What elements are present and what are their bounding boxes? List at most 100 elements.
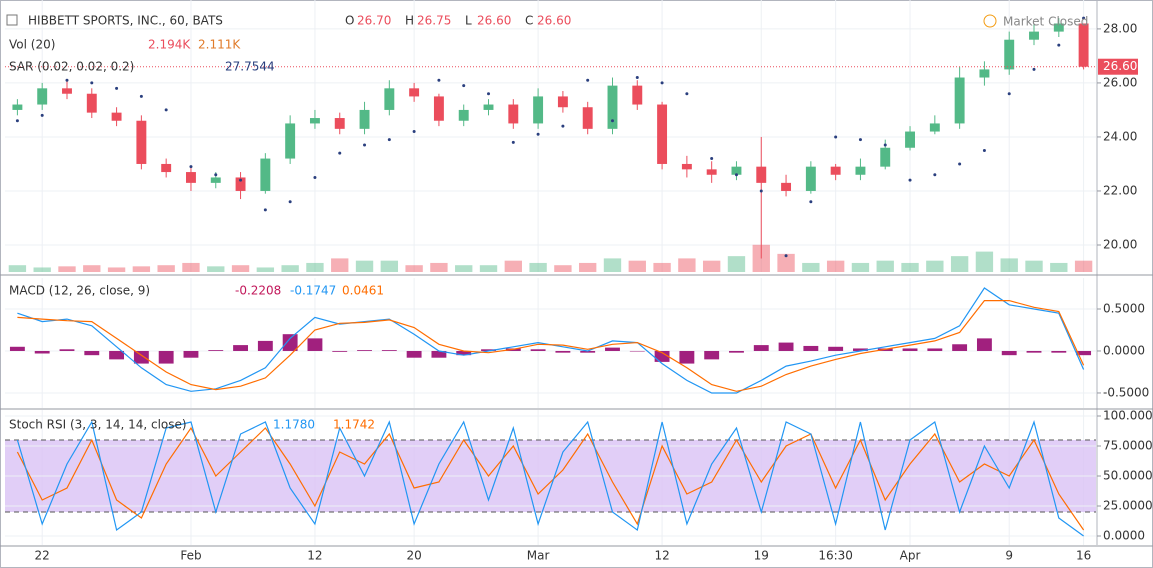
y-tick-label: 20.00	[1103, 237, 1137, 251]
x-tick-label: 12	[307, 549, 322, 563]
volume-bar	[628, 260, 646, 272]
volume-bar	[83, 265, 101, 272]
line-series	[16, 420, 1084, 537]
candle-body	[186, 172, 196, 183]
indicator-title: Stoch RSI (3, 3, 14, 14, close)	[9, 418, 187, 432]
x-tick-label: 22	[35, 549, 50, 563]
ohlc-name: O	[345, 14, 354, 28]
x-tick-label: 19	[754, 549, 769, 563]
histogram-bar	[605, 347, 620, 351]
histogram-bar	[34, 350, 50, 354]
sar-dot	[462, 84, 466, 88]
histogram-bar	[828, 346, 844, 351]
volume-title: Vol (20)	[9, 38, 55, 52]
sar-dot	[1032, 67, 1036, 71]
x-tick-label: 16	[1076, 549, 1091, 563]
volume-bar	[554, 265, 572, 272]
x-tick-label: Apr	[900, 549, 921, 563]
sar-dot	[40, 113, 44, 117]
y-tick-label: 28.00	[1103, 21, 1137, 35]
y-tick-label: 100.0000	[1103, 409, 1153, 423]
candle-body	[1053, 23, 1064, 32]
ohlc-value: 26.60	[537, 14, 571, 28]
sar-value: 27.7544	[225, 60, 275, 74]
candle-body	[309, 118, 320, 124]
histogram-bar	[233, 345, 248, 351]
y-tick-label: 0.5000	[1103, 301, 1145, 315]
volume-bar	[455, 265, 473, 272]
candle-body	[260, 158, 271, 191]
sar-dot	[1082, 16, 1086, 20]
sar-dot	[387, 138, 391, 142]
chart-title: HIBBETT SPORTS, INC., 60, BATS	[28, 14, 223, 28]
sar-dot	[437, 78, 441, 82]
y-tick-label: 22.00	[1103, 183, 1137, 197]
sar-dot	[933, 173, 937, 177]
y-tick-label: 25.0000	[1103, 499, 1153, 513]
indicator-value: 1.1780	[273, 418, 315, 432]
histogram-bar	[133, 350, 149, 364]
candle-body	[483, 104, 494, 110]
candle-body	[458, 109, 469, 121]
sar-dot	[883, 143, 887, 147]
histogram-bar	[753, 345, 769, 351]
volume-bar	[579, 262, 597, 272]
sar-dot	[164, 108, 168, 112]
histogram-bar	[1076, 350, 1092, 356]
volume-bar	[901, 262, 919, 272]
candle-body	[111, 112, 122, 121]
sar-dot	[263, 208, 267, 212]
volume-bar	[926, 260, 944, 272]
sar-dot	[1057, 43, 1061, 47]
candle-body	[136, 120, 147, 164]
volume-bar	[207, 266, 225, 272]
volume-bar	[678, 258, 696, 272]
sar-dot	[65, 78, 69, 82]
histogram-bar	[629, 350, 645, 352]
y-tick-label: 50.0000	[1103, 469, 1153, 483]
sar-dot	[660, 81, 664, 85]
ohlc-value: 26.70	[357, 14, 391, 28]
volume-value: 2.194K	[148, 38, 191, 52]
sar-dot	[858, 138, 862, 142]
histogram-bar	[952, 344, 968, 351]
sar-dot	[313, 175, 317, 179]
volume-bar	[380, 260, 399, 272]
volume-bar	[107, 267, 126, 272]
volume-bar	[702, 260, 721, 272]
histogram-bar	[481, 349, 496, 351]
histogram-bar	[976, 338, 992, 351]
histogram-bar	[431, 350, 447, 358]
sar-dot	[363, 143, 367, 147]
candle-body	[830, 166, 841, 175]
candle-body	[433, 96, 444, 121]
x-tick-label: Feb	[180, 549, 201, 563]
histogram-bar	[208, 350, 224, 351]
histogram-bar	[729, 350, 744, 353]
sar-dot	[685, 92, 689, 96]
x-tick-label: 12	[654, 549, 669, 563]
ohlc-name: H	[405, 14, 414, 28]
histogram-bar	[704, 350, 720, 360]
histogram-bar	[381, 350, 397, 351]
volume-bar	[157, 265, 175, 272]
volume-bar	[231, 265, 250, 272]
sar-dot	[784, 254, 788, 258]
histogram-bar	[59, 349, 75, 351]
indicator-value: 0.0461	[342, 284, 384, 298]
candle-body	[607, 85, 618, 129]
histogram-bar	[778, 342, 794, 351]
x-tick-label: 20	[406, 549, 421, 563]
histogram-bar	[456, 350, 472, 356]
candle-body	[12, 104, 23, 110]
candle-body	[905, 131, 915, 148]
sar-dot	[710, 157, 714, 161]
candle-body	[359, 109, 370, 129]
ohlc-value: 26.75	[417, 14, 451, 28]
candle-body	[384, 88, 395, 110]
candle-body	[805, 166, 816, 191]
sar-dot	[586, 78, 590, 82]
volume-bar	[504, 260, 522, 272]
volume-bar	[281, 265, 299, 272]
candle-body	[285, 123, 296, 159]
